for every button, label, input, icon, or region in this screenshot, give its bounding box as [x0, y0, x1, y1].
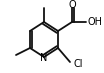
Text: Cl: Cl — [74, 59, 84, 69]
Text: N: N — [40, 53, 48, 63]
Text: O: O — [68, 0, 76, 10]
Text: OH: OH — [88, 17, 103, 27]
